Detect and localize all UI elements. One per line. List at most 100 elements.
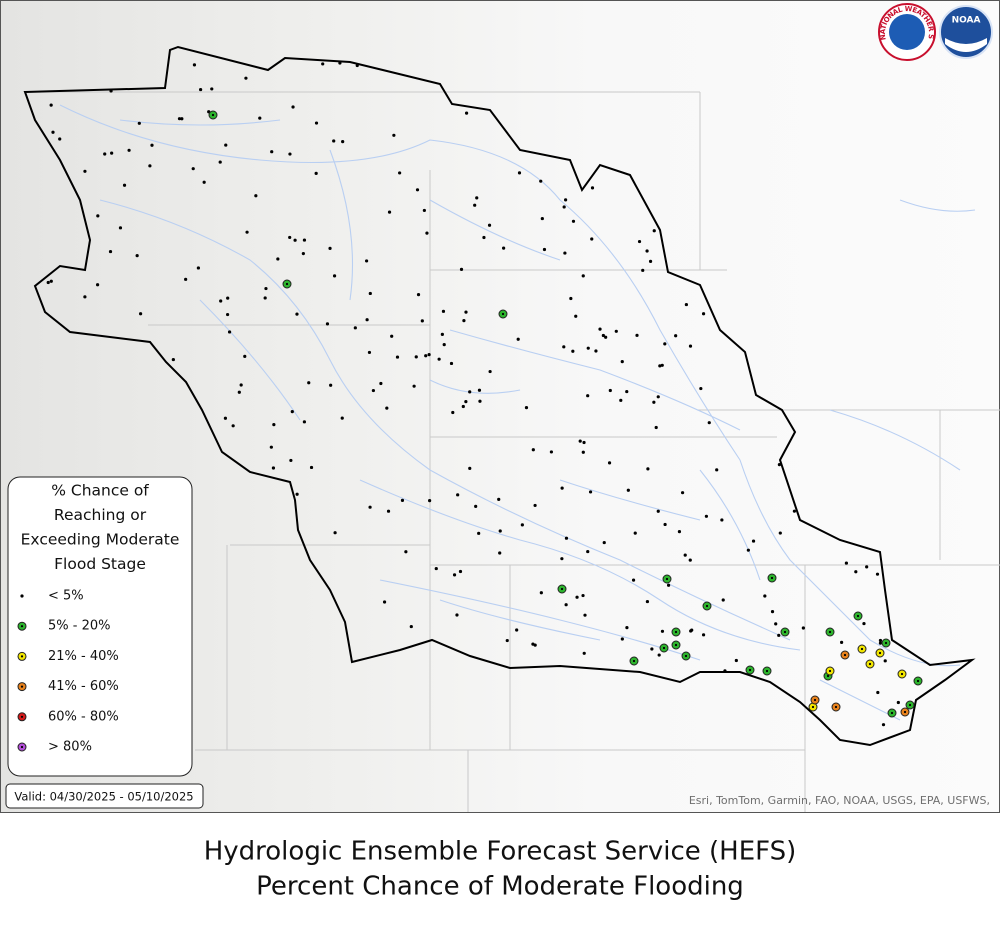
point-marker	[777, 633, 781, 637]
point-marker	[422, 208, 426, 213]
point-marker	[660, 363, 664, 367]
legend-label: 41% - 60%	[48, 679, 119, 694]
point-marker	[341, 140, 345, 144]
point-marker	[645, 599, 650, 604]
point-marker	[524, 406, 529, 410]
point-marker	[425, 231, 429, 235]
point-center	[20, 685, 24, 688]
point-marker	[475, 196, 479, 200]
point-center	[900, 672, 904, 676]
point-marker	[688, 344, 693, 348]
point-marker	[302, 238, 307, 242]
point-marker	[404, 550, 408, 554]
point-marker	[264, 286, 268, 291]
point-marker	[333, 531, 337, 535]
legend-label: 21% - 40%	[48, 649, 119, 664]
point-center	[826, 674, 830, 678]
point-marker	[658, 364, 662, 368]
point-marker	[321, 62, 325, 66]
point-marker	[392, 133, 396, 137]
point-marker	[844, 561, 849, 565]
point-marker	[458, 569, 463, 574]
point-marker	[96, 214, 100, 218]
attribution: Esri, TomTom, Garmin, FAO, NOAA, USGS, E…	[689, 794, 990, 807]
point-marker	[196, 266, 200, 270]
point-marker	[202, 180, 206, 184]
legend-label: > 80%	[48, 740, 92, 755]
point-marker	[704, 514, 709, 518]
point-marker	[398, 171, 402, 175]
point-marker	[329, 383, 333, 387]
point-marker	[231, 424, 235, 428]
point-marker	[127, 148, 131, 152]
point-marker	[505, 638, 509, 643]
legend-label: 5% - 20%	[48, 619, 110, 634]
point-marker	[751, 539, 756, 543]
point-marker	[288, 235, 292, 240]
point-marker	[674, 334, 678, 338]
point-marker	[302, 420, 307, 424]
point-marker	[562, 345, 566, 349]
point-center	[20, 655, 24, 658]
point-center	[903, 710, 907, 714]
point-marker	[110, 151, 114, 155]
point-marker	[540, 216, 544, 221]
point-marker	[468, 390, 472, 394]
point-marker	[801, 626, 805, 630]
point-marker	[648, 259, 653, 263]
point-center	[501, 312, 505, 316]
point-marker	[459, 267, 464, 271]
point-marker	[464, 310, 468, 314]
point-marker	[531, 448, 535, 452]
point-center	[20, 745, 24, 749]
point-marker	[564, 536, 569, 540]
basin-outline	[23, 45, 976, 747]
point-marker	[734, 658, 738, 663]
point-marker	[482, 235, 486, 240]
point-marker	[365, 318, 369, 322]
point-marker	[226, 296, 230, 300]
point-marker	[415, 188, 420, 192]
point-marker	[660, 629, 665, 633]
legend-title: Exceeding Moderate	[21, 531, 180, 549]
point-marker	[586, 346, 590, 350]
point-marker	[578, 439, 582, 443]
point-marker	[598, 327, 602, 331]
point-marker	[464, 111, 469, 115]
point-marker	[533, 643, 537, 647]
point-center	[684, 654, 688, 658]
point-marker	[83, 295, 87, 299]
point-marker	[666, 583, 671, 587]
point-marker	[400, 498, 405, 502]
point-marker	[581, 450, 585, 454]
point-marker	[462, 319, 466, 323]
point-marker	[564, 198, 568, 202]
point-center	[662, 646, 666, 650]
point-marker	[746, 548, 750, 552]
point-marker	[626, 488, 630, 492]
point-center	[828, 669, 832, 673]
point-marker	[227, 330, 232, 334]
point-marker	[549, 450, 554, 454]
point-marker	[367, 350, 372, 355]
point-marker	[590, 186, 595, 190]
point-marker	[225, 312, 230, 317]
point-center	[748, 668, 752, 672]
point-marker	[723, 669, 727, 673]
point-center	[674, 630, 678, 634]
point-marker	[477, 388, 482, 392]
point-marker	[428, 498, 432, 503]
point-marker	[449, 361, 454, 366]
point-marker	[688, 558, 692, 562]
point-marker	[840, 640, 844, 644]
point-marker	[258, 116, 262, 120]
point-marker	[608, 388, 612, 393]
point-marker	[594, 349, 598, 353]
point-marker	[148, 164, 152, 168]
noaa-wave	[945, 38, 987, 52]
point-marker	[254, 194, 258, 198]
point-center	[878, 651, 882, 655]
point-marker	[633, 531, 637, 535]
point-marker	[721, 598, 725, 602]
